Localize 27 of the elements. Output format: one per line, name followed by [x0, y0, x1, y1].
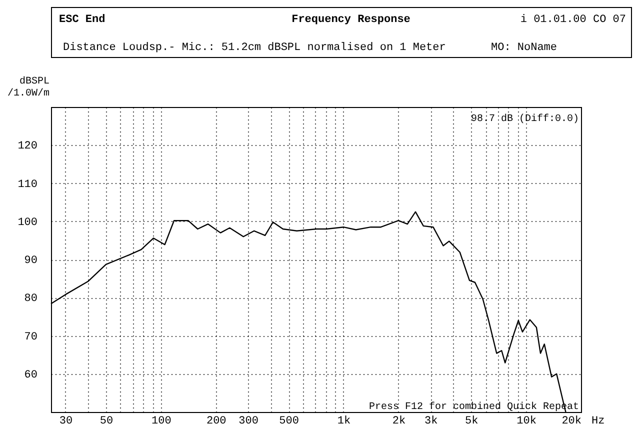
x-tick-label: 300: [238, 416, 258, 428]
chart-title: Frequency Response: [292, 14, 411, 26]
x-tick-label: 3k: [424, 416, 438, 428]
chart-subtitle: Distance Loudsp.- Mic.: 51.2cm dBSPL normalised on 1 Meter: [63, 42, 446, 54]
y-tick-label: 60: [24, 369, 38, 382]
x-tick-label: 200: [206, 416, 226, 428]
x-tick-label: 5k: [464, 416, 479, 428]
y-tick-label: 120: [18, 140, 38, 153]
y-tick-label: 90: [24, 255, 38, 267]
x-tick-label: 30: [59, 416, 73, 428]
text: ESC End: [59, 14, 106, 26]
x-tick-label: 500: [279, 416, 299, 428]
x-tick-label: 100: [152, 416, 172, 428]
text: i 01.01.00 CO 07: [520, 14, 626, 26]
x-tick-label: 2k: [392, 416, 406, 428]
y-tick-label: 110: [18, 178, 38, 191]
y-tick-label: 80: [24, 293, 38, 306]
x-axis-title: Hz: [592, 416, 605, 428]
x-tick-label: 50: [100, 416, 114, 428]
y-tick-label: 70: [24, 331, 38, 344]
x-tick-label: 10k: [516, 416, 537, 428]
x-tick-label: 1k: [337, 416, 351, 428]
text: MO: NoName: [491, 42, 558, 54]
x-tick-label: 20k: [562, 416, 582, 428]
y-tick-label: 100: [18, 216, 38, 229]
annotation: 98.7 dB (Diff:0.0): [470, 113, 579, 125]
y-axis-title: dBSPL /1.0W/m: [7, 76, 50, 100]
